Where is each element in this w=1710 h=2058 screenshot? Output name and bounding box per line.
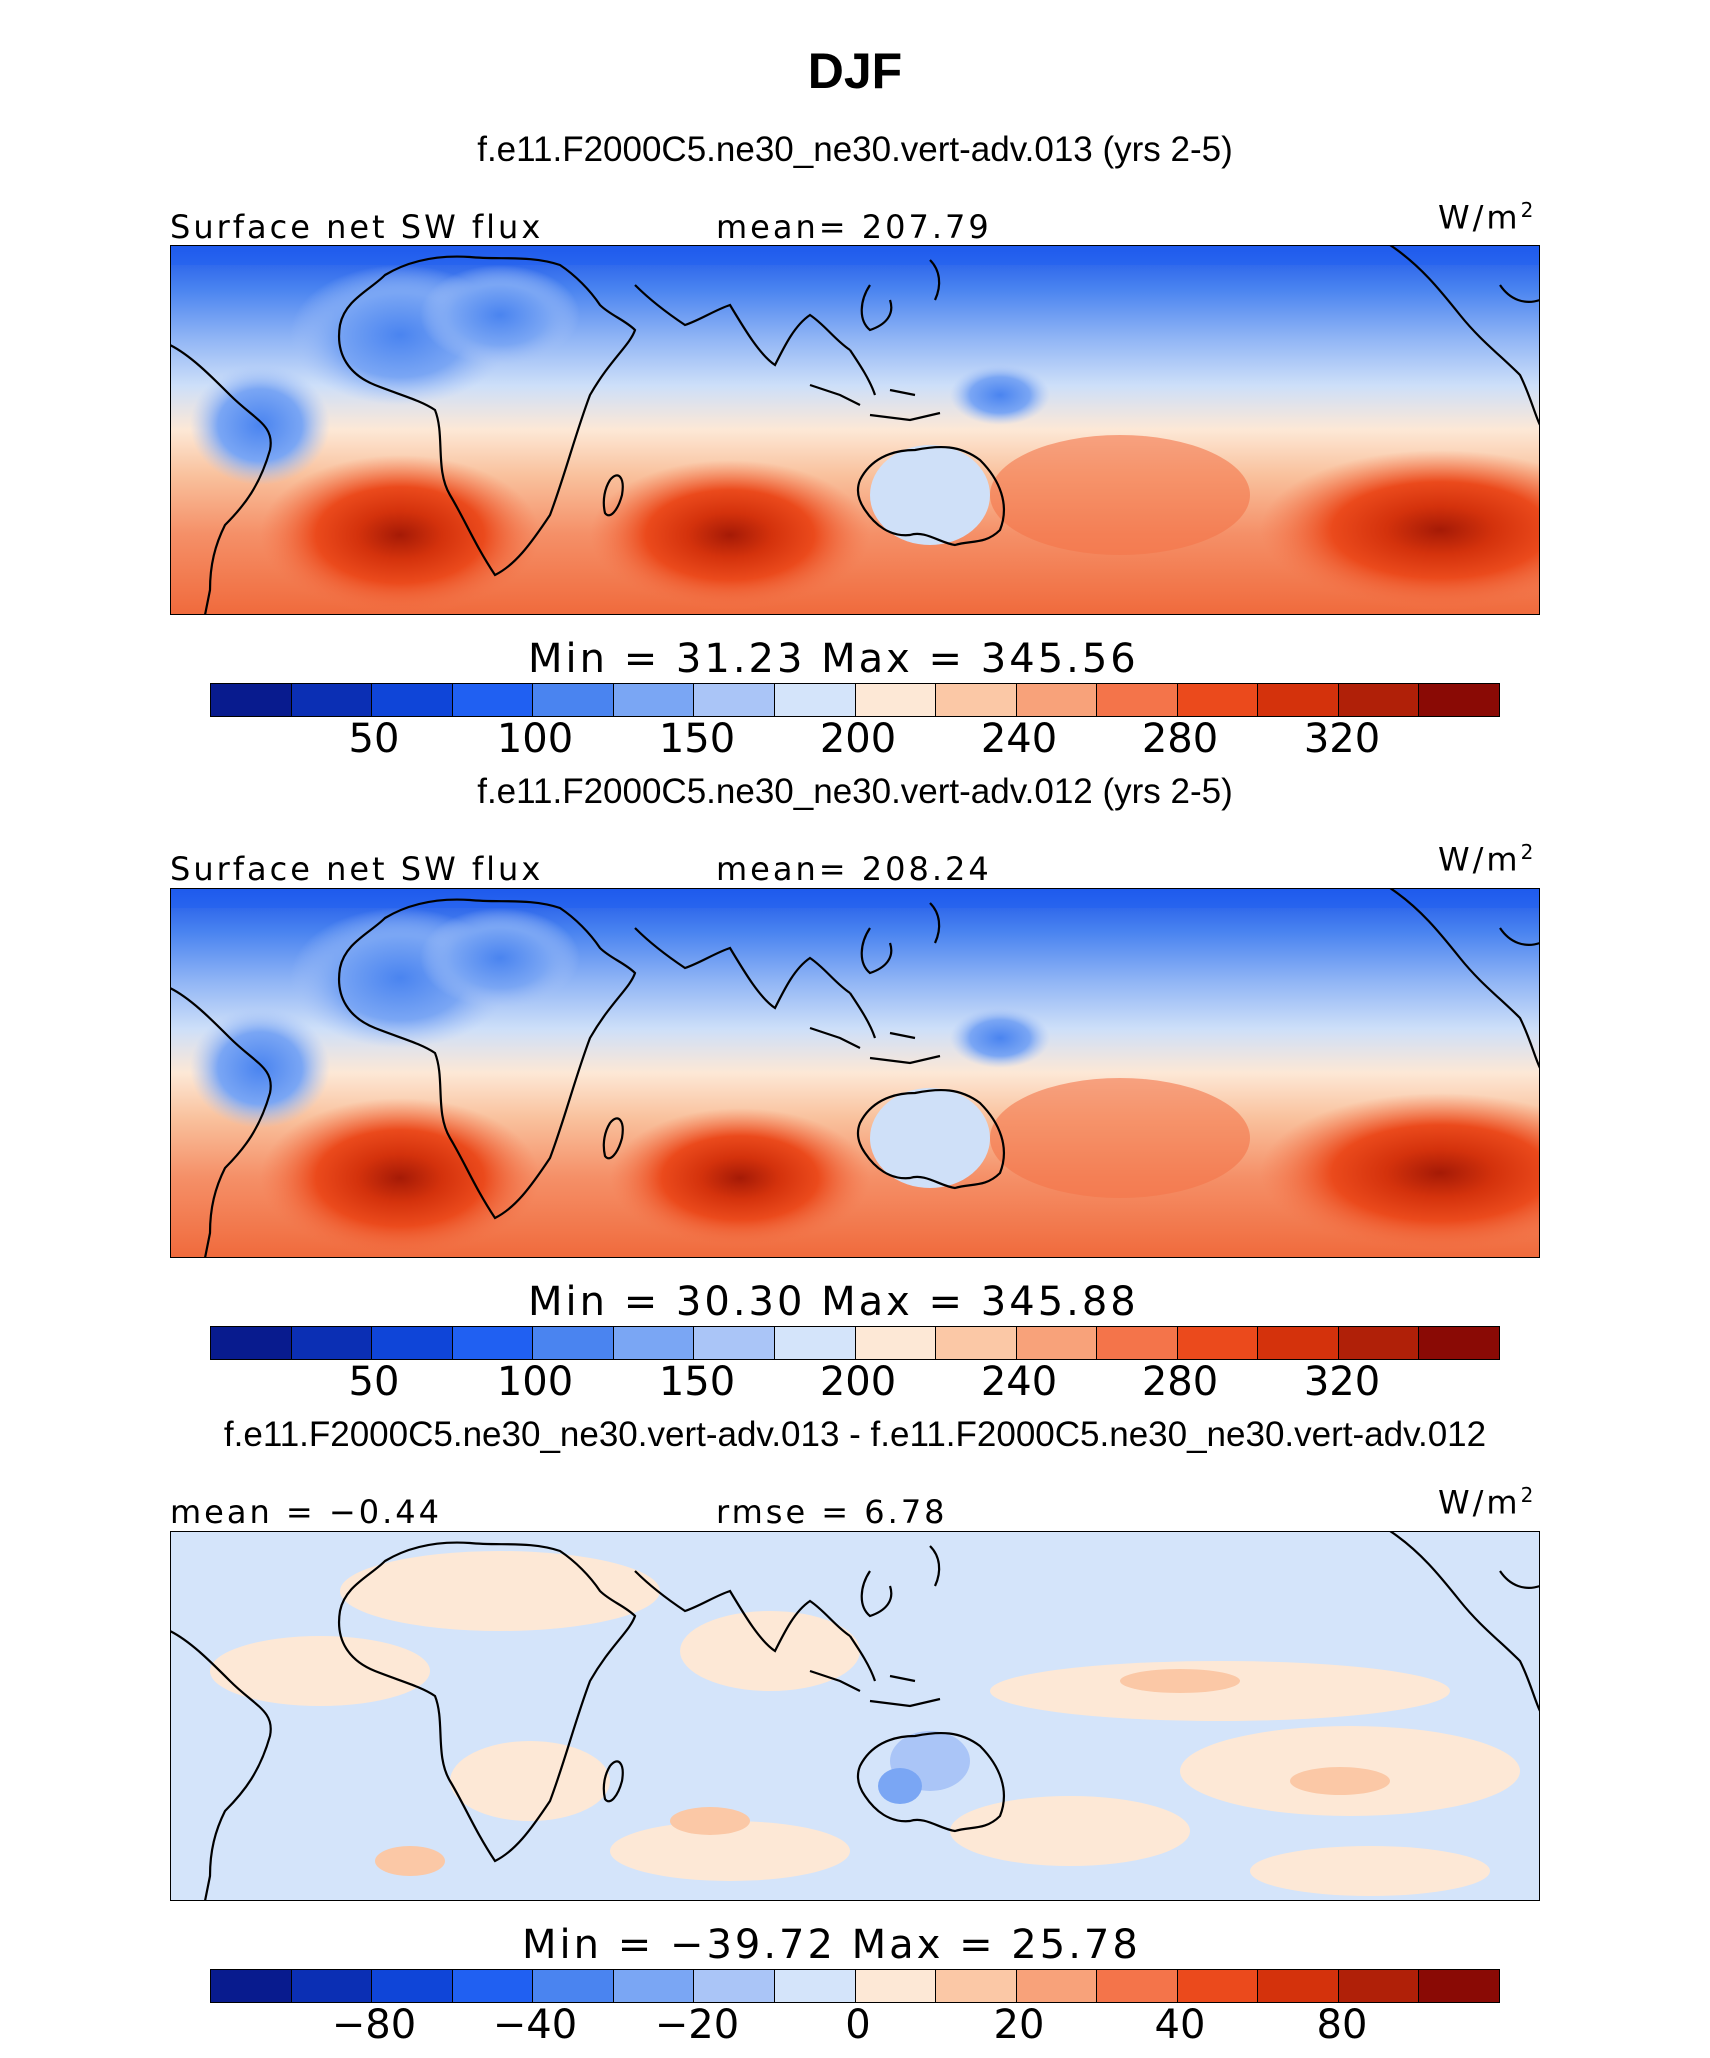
colorbar-swatch (291, 1970, 373, 2002)
colorbar-swatch (1177, 1970, 1259, 2002)
panel3-mean-label: mean = −0.44 (170, 1493, 442, 1531)
panel3-tick: 80 (1316, 2002, 1368, 2048)
colorbar-swatch (372, 684, 453, 716)
panel1-left-label: Surface net SW flux (170, 208, 544, 246)
colorbar-swatch (1016, 1327, 1098, 1359)
colorbar-swatch (1338, 1970, 1420, 2002)
colorbar-swatch (613, 684, 695, 716)
colorbar-swatch (211, 1327, 292, 1359)
colorbar-swatch (1419, 1327, 1499, 1359)
panel2-tick: 50 (348, 1359, 400, 1405)
panel2-units: W/m2 (1438, 840, 1537, 879)
panel3-case-title: f.e11.F2000C5.ne30_ne30.vert-adv.013 - f… (223, 1415, 1487, 1454)
panel3-tick: 0 (845, 2002, 871, 2048)
colorbar-swatch (694, 684, 775, 716)
colorbar-swatch (936, 1970, 1017, 2002)
panel2-minmax: Min = 30.30 Max = 345.88 (528, 1279, 1139, 1325)
colorbar-swatch (1097, 684, 1178, 716)
panel3-tick: 40 (1154, 2002, 1206, 2048)
panel3-minmax: Min = −39.72 Max = 25.78 (522, 1922, 1141, 1968)
panel2-tick: 200 (819, 1359, 897, 1405)
colorbar-swatch (1016, 1970, 1098, 2002)
colorbar-swatch (774, 1970, 856, 2002)
colorbar-swatch (694, 1327, 775, 1359)
colorbar-swatch (1258, 1970, 1339, 2002)
colorbar-swatch (1258, 1327, 1339, 1359)
colorbar-swatch (1419, 684, 1499, 716)
colorbar-swatch (613, 1327, 695, 1359)
colorbar-swatch (855, 684, 937, 716)
colorbar-swatch (211, 1970, 292, 2002)
panel2-left-label: Surface net SW flux (170, 850, 544, 888)
panel2-tick: 150 (658, 1359, 736, 1405)
panel1-mean-label: mean= 207.79 (716, 208, 992, 246)
panel1-minmax: Min = 31.23 Max = 345.56 (528, 636, 1139, 682)
colorbar-swatch (1177, 1327, 1259, 1359)
panel1-tick: 50 (348, 716, 400, 762)
colorbar-swatch (613, 1970, 695, 2002)
colorbar-swatch (855, 1970, 937, 2002)
colorbar-swatch (291, 684, 373, 716)
colorbar-swatch (1097, 1327, 1178, 1359)
panel1-tick: 200 (819, 716, 897, 762)
panel3-rmse-label: rmse = 6.78 (716, 1493, 948, 1531)
panel2-tick: 320 (1303, 1359, 1381, 1405)
panel3-tick: 20 (993, 2002, 1045, 2048)
panel1-tick: 240 (980, 716, 1058, 762)
colorbar-swatch (291, 1327, 373, 1359)
panel2-colorbar (210, 1326, 1500, 1360)
panel1-tick: 100 (496, 716, 574, 762)
colorbar-swatch (533, 1970, 614, 2002)
panel3-units: W/m2 (1438, 1483, 1537, 1522)
colorbar-swatch (1016, 684, 1098, 716)
panel3-tick: −40 (492, 2002, 578, 2048)
panel2-mean-label: mean= 208.24 (716, 850, 992, 888)
colorbar-swatch (1177, 684, 1259, 716)
colorbar-swatch (372, 1970, 453, 2002)
colorbar-swatch (1097, 1970, 1178, 2002)
panel1-tick: 150 (658, 716, 736, 762)
colorbar-swatch (211, 684, 292, 716)
panel2-map (170, 888, 1540, 1258)
colorbar-swatch (1419, 1970, 1499, 2002)
colorbar-swatch (452, 1970, 534, 2002)
colorbar-swatch (1338, 684, 1420, 716)
panel3-tick: −80 (331, 2002, 417, 2048)
panel1-units: W/m2 (1438, 198, 1537, 237)
panel1-map (170, 245, 1540, 615)
panel1-colorbar (210, 683, 1500, 717)
colorbar-swatch (1258, 684, 1339, 716)
colorbar-swatch (694, 1970, 775, 2002)
colorbar-swatch (774, 684, 856, 716)
panel2-tick: 280 (1141, 1359, 1219, 1405)
panel3-map (170, 1531, 1540, 1901)
colorbar-swatch (774, 1327, 856, 1359)
panel2-tick: 100 (496, 1359, 574, 1405)
panel1-case-title: f.e11.F2000C5.ne30_ne30.vert-adv.013 (yr… (477, 130, 1233, 169)
panel1-tick: 280 (1141, 716, 1219, 762)
colorbar-swatch (855, 1327, 937, 1359)
panel2-tick: 240 (980, 1359, 1058, 1405)
panel3-tick: −20 (654, 2002, 740, 2048)
panel2-case-title: f.e11.F2000C5.ne30_ne30.vert-adv.012 (yr… (477, 772, 1233, 811)
colorbar-swatch (372, 1327, 453, 1359)
colorbar-swatch (1338, 1327, 1420, 1359)
colorbar-swatch (936, 1327, 1017, 1359)
panel1-tick: 320 (1303, 716, 1381, 762)
panel3-colorbar (210, 1969, 1500, 2003)
colorbar-swatch (452, 684, 534, 716)
colorbar-swatch (452, 1327, 534, 1359)
colorbar-swatch (533, 684, 614, 716)
colorbar-swatch (936, 684, 1017, 716)
colorbar-swatch (533, 1327, 614, 1359)
figure-title: DJF (807, 43, 903, 99)
